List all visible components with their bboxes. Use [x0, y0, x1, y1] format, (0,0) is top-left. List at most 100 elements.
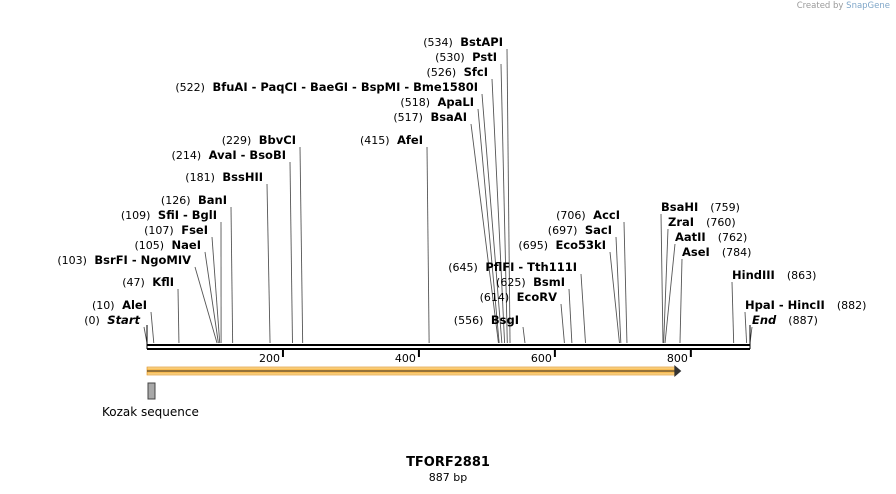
site-label[interactable]: (614) EcoRV: [480, 290, 558, 304]
site-leader-line: [491, 78, 506, 344]
site-leader-line: [481, 93, 503, 344]
site-position: (759): [710, 201, 740, 214]
axis-tick-label: 600: [531, 352, 552, 365]
site-enzyme-name: BssHII: [222, 170, 263, 184]
site-leader-line: [580, 273, 586, 344]
restriction-site[interactable]: (47) KflI: [122, 275, 180, 344]
site-leader-line: [150, 311, 155, 344]
restriction-site[interactable]: End (887): [749, 313, 818, 344]
site-label[interactable]: (103) BsrFI - NgoMIV: [57, 253, 191, 267]
site-enzyme-name: AfeI: [397, 133, 423, 147]
site-enzyme-name: AvaI - BsoBI: [209, 148, 286, 162]
site-leader-line: [679, 258, 683, 344]
site-label[interactable]: (105) NaeI: [134, 238, 201, 252]
site-label[interactable]: (10) AleI: [92, 298, 147, 312]
site-enzyme-name: PstI: [472, 50, 497, 64]
restriction-site[interactable]: (229) BbvCI: [222, 133, 304, 344]
restriction-site[interactable]: (103) BsrFI - NgoMIV: [57, 253, 218, 344]
snapgene-credit: Created by SnapGene: [797, 1, 890, 11]
restriction-site[interactable]: (614) EcoRV: [480, 290, 565, 344]
site-label[interactable]: (556) BsgI: [454, 313, 519, 327]
restriction-site[interactable]: (530) PstI: [435, 50, 508, 344]
restriction-site[interactable]: (10) AleI: [92, 298, 155, 344]
restriction-site[interactable]: (517) BsaAI: [393, 110, 499, 344]
restriction-site[interactable]: BsaHI (759): [660, 200, 740, 344]
restriction-site[interactable]: (214) AvaI - BsoBI: [172, 148, 293, 344]
site-label[interactable]: (695) Eco53kI: [518, 238, 606, 252]
site-label[interactable]: (107) FseI: [144, 223, 208, 237]
site-label[interactable]: ZraI (760): [668, 215, 736, 229]
restriction-site[interactable]: (625) BsmI: [496, 275, 573, 344]
kozak-sequence-feature[interactable]: [147, 382, 156, 400]
site-label[interactable]: AatII (762): [675, 230, 747, 244]
restriction-site[interactable]: (695) Eco53kI: [518, 238, 620, 344]
restriction-site[interactable]: (105) NaeI: [134, 238, 219, 344]
site-label[interactable]: BsaHI (759): [661, 200, 740, 214]
restriction-site[interactable]: (181) BssHII: [185, 170, 271, 344]
site-label[interactable]: (0) Start: [84, 313, 140, 327]
kozak-sequence-label[interactable]: Kozak sequence: [102, 405, 199, 419]
site-leader-line: [266, 183, 271, 344]
site-enzyme-name: Start: [107, 313, 140, 327]
site-label[interactable]: HpaI - HincII (882): [745, 298, 866, 312]
site-leader-line: [194, 266, 218, 344]
site-label[interactable]: (526) SfcI: [427, 65, 488, 79]
site-position: (126): [161, 194, 194, 207]
site-label[interactable]: (530) PstI: [435, 50, 497, 64]
restriction-site[interactable]: AatII (762): [664, 230, 747, 344]
site-leader-line: [744, 311, 748, 344]
site-enzyme-name: HpaI - HincII: [745, 298, 825, 312]
restriction-site[interactable]: (697) SacI: [548, 223, 622, 344]
restriction-site[interactable]: (0) Start: [84, 313, 148, 344]
site-label[interactable]: (706) AccI: [556, 208, 620, 222]
site-enzyme-name: NaeI: [172, 238, 201, 252]
site-leader-line: [211, 236, 221, 344]
restriction-site[interactable]: (534) BstAPI: [423, 35, 511, 344]
restriction-site[interactable]: (556) BsgI: [454, 313, 526, 344]
restriction-site[interactable]: (645) PflFI - Tth111I: [448, 260, 586, 344]
site-label[interactable]: (625) BsmI: [496, 275, 565, 289]
site-position: (522): [175, 81, 208, 94]
site-label[interactable]: (47) KflI: [122, 275, 174, 289]
site-label[interactable]: (522) BfuAI - PaqCI - BaeGI - BspMI - Bm…: [175, 80, 478, 94]
site-label[interactable]: (534) BstAPI: [423, 35, 503, 49]
restriction-site[interactable]: HpaI - HincII (882): [744, 298, 866, 344]
restriction-site[interactable]: AseI (784): [679, 245, 751, 344]
restriction-site[interactable]: (522) BfuAI - PaqCI - BaeGI - BspMI - Bm…: [175, 80, 503, 344]
site-label[interactable]: (109) SfiI - BglI: [121, 208, 217, 222]
site-label[interactable]: (518) ApaLI: [400, 95, 474, 109]
site-position: (526): [427, 66, 460, 79]
site-enzyme-name: BsgI: [491, 313, 519, 327]
site-position: (181): [185, 171, 218, 184]
site-leader-line: [663, 228, 669, 344]
site-label[interactable]: (645) PflFI - Tth111I: [448, 260, 577, 274]
site-position: (109): [121, 209, 154, 222]
orf-feature-arrow[interactable]: [146, 365, 682, 377]
site-label[interactable]: (126) BanI: [161, 193, 227, 207]
site-leader-line: [522, 326, 526, 344]
site-leader-line: [560, 303, 565, 344]
site-enzyme-name: BstAPI: [460, 35, 503, 49]
site-label[interactable]: (181) BssHII: [185, 170, 263, 184]
site-label[interactable]: (229) BbvCI: [222, 133, 296, 147]
restriction-site[interactable]: (126) BanI: [161, 193, 234, 344]
site-position: (517): [393, 111, 426, 124]
site-label[interactable]: (214) AvaI - BsoBI: [172, 148, 286, 162]
site-label[interactable]: End (887): [752, 313, 818, 327]
site-position: (214): [172, 149, 205, 162]
restriction-site[interactable]: HindIII (863): [731, 268, 816, 344]
restriction-site[interactable]: (415) AfeI: [360, 133, 430, 344]
site-label[interactable]: (517) BsaAI: [393, 110, 467, 124]
site-label[interactable]: (415) AfeI: [360, 133, 423, 147]
restriction-site[interactable]: ZraI (760): [663, 215, 736, 344]
restriction-site[interactable]: (107) FseI: [144, 223, 221, 344]
site-label[interactable]: HindIII (863): [732, 268, 816, 282]
site-label[interactable]: (697) SacI: [548, 223, 612, 237]
restriction-site[interactable]: (109) SfiI - BglI: [121, 208, 222, 344]
restriction-site[interactable]: (706) AccI: [556, 208, 628, 344]
restriction-site[interactable]: (526) SfcI: [427, 65, 506, 344]
restriction-site[interactable]: (518) ApaLI: [400, 95, 500, 344]
site-leader-line: [623, 221, 628, 344]
site-label[interactable]: AseI (784): [682, 245, 751, 259]
snapgene-logo: SnapGene: [846, 1, 890, 11]
